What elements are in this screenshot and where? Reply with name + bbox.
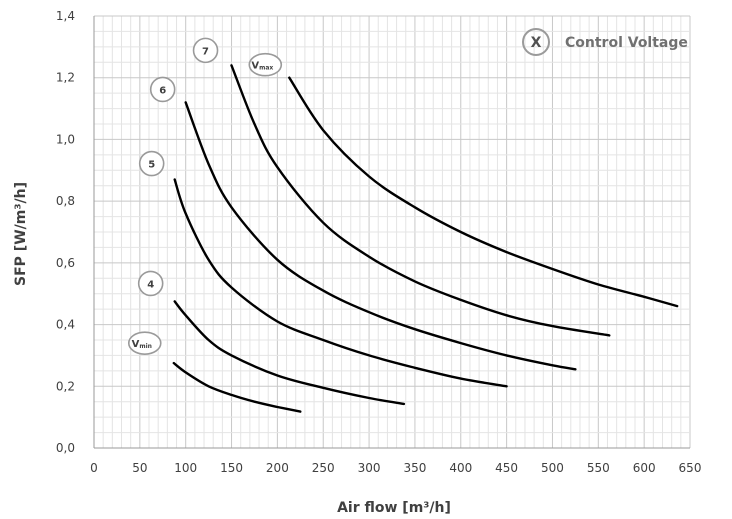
y-tick-label: 1,4 <box>56 9 75 23</box>
series-label-7: 7 <box>192 37 219 64</box>
x-tick-label: 300 <box>358 461 381 475</box>
y-tick-label: 1,2 <box>56 71 75 85</box>
y-tick-label: 0,6 <box>56 256 75 270</box>
x-tick-label: 350 <box>403 461 426 475</box>
series-line-5 <box>173 178 508 388</box>
series-label-vmax: Vmax <box>248 52 283 77</box>
series-label-text: Vmax <box>251 61 273 72</box>
legend-text: Control Voltage <box>565 35 688 51</box>
series-line-7 <box>230 64 611 337</box>
y-tick-label: 1,0 <box>56 132 75 146</box>
x-tick-label: 450 <box>495 461 518 475</box>
series-label-6: 6 <box>149 76 176 103</box>
label-circle <box>127 331 162 355</box>
series-group <box>172 64 679 413</box>
series-label-subscript: max <box>259 65 273 72</box>
label-circle <box>149 76 176 103</box>
legend-symbol: X <box>531 35 542 51</box>
grid <box>93 15 691 449</box>
series-label-4: 4 <box>137 270 164 297</box>
x-tick-label: 50 <box>132 461 147 475</box>
x-axis-label: Air flow [m³/h] <box>337 500 451 516</box>
series-label-vmin: Vmin <box>127 331 162 355</box>
x-tick-label: 250 <box>312 461 335 475</box>
series-label-text: 7 <box>202 46 209 57</box>
label-circle <box>137 270 164 297</box>
y-tick-label: 0,2 <box>56 379 75 393</box>
label-circle <box>192 37 219 64</box>
x-tick-label: 200 <box>266 461 289 475</box>
series-line-vmax <box>288 76 679 308</box>
tick-labels: 0 50 100 150 200 250 300 350 400 450 500 550 600 650 0… <box>56 9 702 475</box>
series-line-vmin <box>172 361 302 413</box>
series-label-5: 5 <box>138 150 165 177</box>
legend-circle-icon <box>522 28 550 56</box>
x-tick-label: 150 <box>220 461 243 475</box>
series-label-subscript: min <box>139 343 152 350</box>
series-line-4 <box>173 300 406 406</box>
y-axis-label: SFP [W/m³/h] <box>13 182 29 286</box>
label-circle <box>138 150 165 177</box>
x-tick-label: 400 <box>449 461 472 475</box>
y-tick-label: 0,4 <box>56 318 75 332</box>
x-tick-label: 500 <box>541 461 564 475</box>
series-label-text: 6 <box>159 85 166 96</box>
series-label-text: Vmin <box>132 339 152 350</box>
series-labels: Vmin 4 5 6 7 Vmax <box>127 37 283 355</box>
x-tick-label: 100 <box>174 461 197 475</box>
axes <box>93 16 690 449</box>
series-label-text: 5 <box>148 160 155 171</box>
x-tick-label: 550 <box>587 461 610 475</box>
label-circle <box>248 52 283 77</box>
x-tick-label: 0 <box>90 461 98 475</box>
y-tick-label: 0,8 <box>56 194 75 208</box>
series-label-text: 4 <box>147 279 154 290</box>
x-tick-label: 650 <box>679 461 702 475</box>
y-tick-label: 0,0 <box>56 441 75 455</box>
series-line-6 <box>184 101 577 371</box>
legend: X Control Voltage <box>522 28 688 56</box>
x-tick-label: 600 <box>633 461 656 475</box>
